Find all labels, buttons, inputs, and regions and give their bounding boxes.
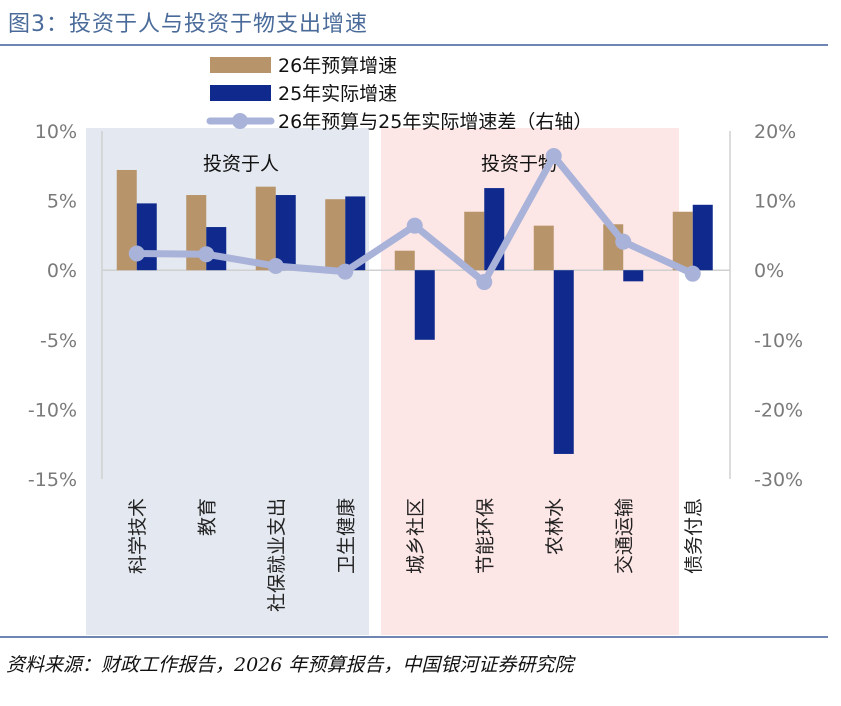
legend-label: 26年预算增速	[278, 55, 397, 77]
category-label: 城乡社区	[405, 498, 427, 574]
y-tick-left: 10%	[35, 121, 77, 143]
y-tick-right: -10%	[754, 330, 803, 352]
legend-label: 26年预算与25年实际增速差（右轴）	[278, 111, 592, 133]
diff-point	[267, 258, 284, 275]
category-label: 节能环保	[474, 498, 496, 574]
bars	[116, 169, 713, 454]
category-label: 科学技术	[127, 498, 149, 574]
category-label: 教育	[196, 498, 218, 536]
bar-budget-2026	[255, 186, 276, 271]
category-label: 卫生健康	[335, 498, 357, 574]
diff-point	[545, 148, 562, 165]
legend-label: 25年实际增速	[278, 83, 397, 105]
y-tick-left: -10%	[28, 399, 77, 421]
bar-actual-2025	[623, 270, 644, 282]
diff-line	[128, 148, 701, 291]
y-tick-left: 0%	[47, 260, 77, 282]
bar-budget-2026	[464, 211, 485, 271]
category-label: 社保就业支出	[266, 498, 288, 612]
legend-swatch-budget	[210, 57, 271, 73]
chart-title: 图3：投资于人与投资于物支出增速	[8, 12, 368, 37]
bar-budget-2026	[533, 225, 554, 271]
diff-point	[128, 245, 145, 262]
source-note: 资料来源：财政工作报告，2026 年预算报告，中国银河证券研究院	[6, 654, 574, 676]
diff-point	[337, 263, 354, 280]
category-label: 债务付息	[683, 498, 705, 574]
legend-swatch-actual	[210, 85, 271, 101]
bar-budget-2026	[325, 199, 346, 271]
group-panels: 投资于人 投资于物	[86, 128, 679, 635]
axes: 10% 5% 0% -5% -10% -15% 20% 10% 0% -10% -20% -30%	[28, 121, 803, 491]
legend-swatch-diff-marker	[232, 113, 248, 129]
diff-point	[476, 274, 493, 291]
y-tick-right: 20%	[754, 121, 796, 143]
group-label-1: 投资于人	[203, 153, 279, 175]
diff-point	[406, 217, 423, 234]
y-tick-left: 5%	[47, 191, 77, 213]
y-tick-right: 0%	[754, 260, 784, 282]
y-tick-right: -30%	[754, 469, 803, 491]
bar-actual-2025	[692, 204, 713, 271]
bar-actual-2025	[553, 270, 574, 454]
bar-budget-2026	[672, 211, 693, 271]
bar-budget-2026	[394, 250, 415, 271]
bar-actual-2025	[414, 270, 435, 340]
diff-point	[198, 246, 215, 263]
legend: 26年预算增速 25年实际增速 26年预算与25年实际增速差（右轴）	[206, 55, 592, 133]
diff-point	[615, 233, 632, 250]
category-label: 农林水	[544, 498, 566, 555]
category-labels: 科学技术 教育 社保就业支出 卫生健康 城乡社区 节能环保 农林水 交通运输 债务付息	[127, 498, 705, 612]
category-label: 交通运输	[613, 498, 635, 574]
diff-point	[684, 265, 701, 282]
bar-actual-2025	[275, 195, 296, 271]
y-tick-left: -15%	[28, 469, 77, 491]
y-tick-right: -20%	[754, 399, 803, 421]
bar-actual-2025	[345, 196, 366, 271]
group-panel-2	[381, 128, 679, 635]
y-tick-left: -5%	[40, 330, 77, 352]
y-tick-right: 10%	[754, 191, 796, 213]
group-label-2: 投资于物	[481, 153, 557, 175]
bar-budget-2026	[116, 169, 137, 271]
